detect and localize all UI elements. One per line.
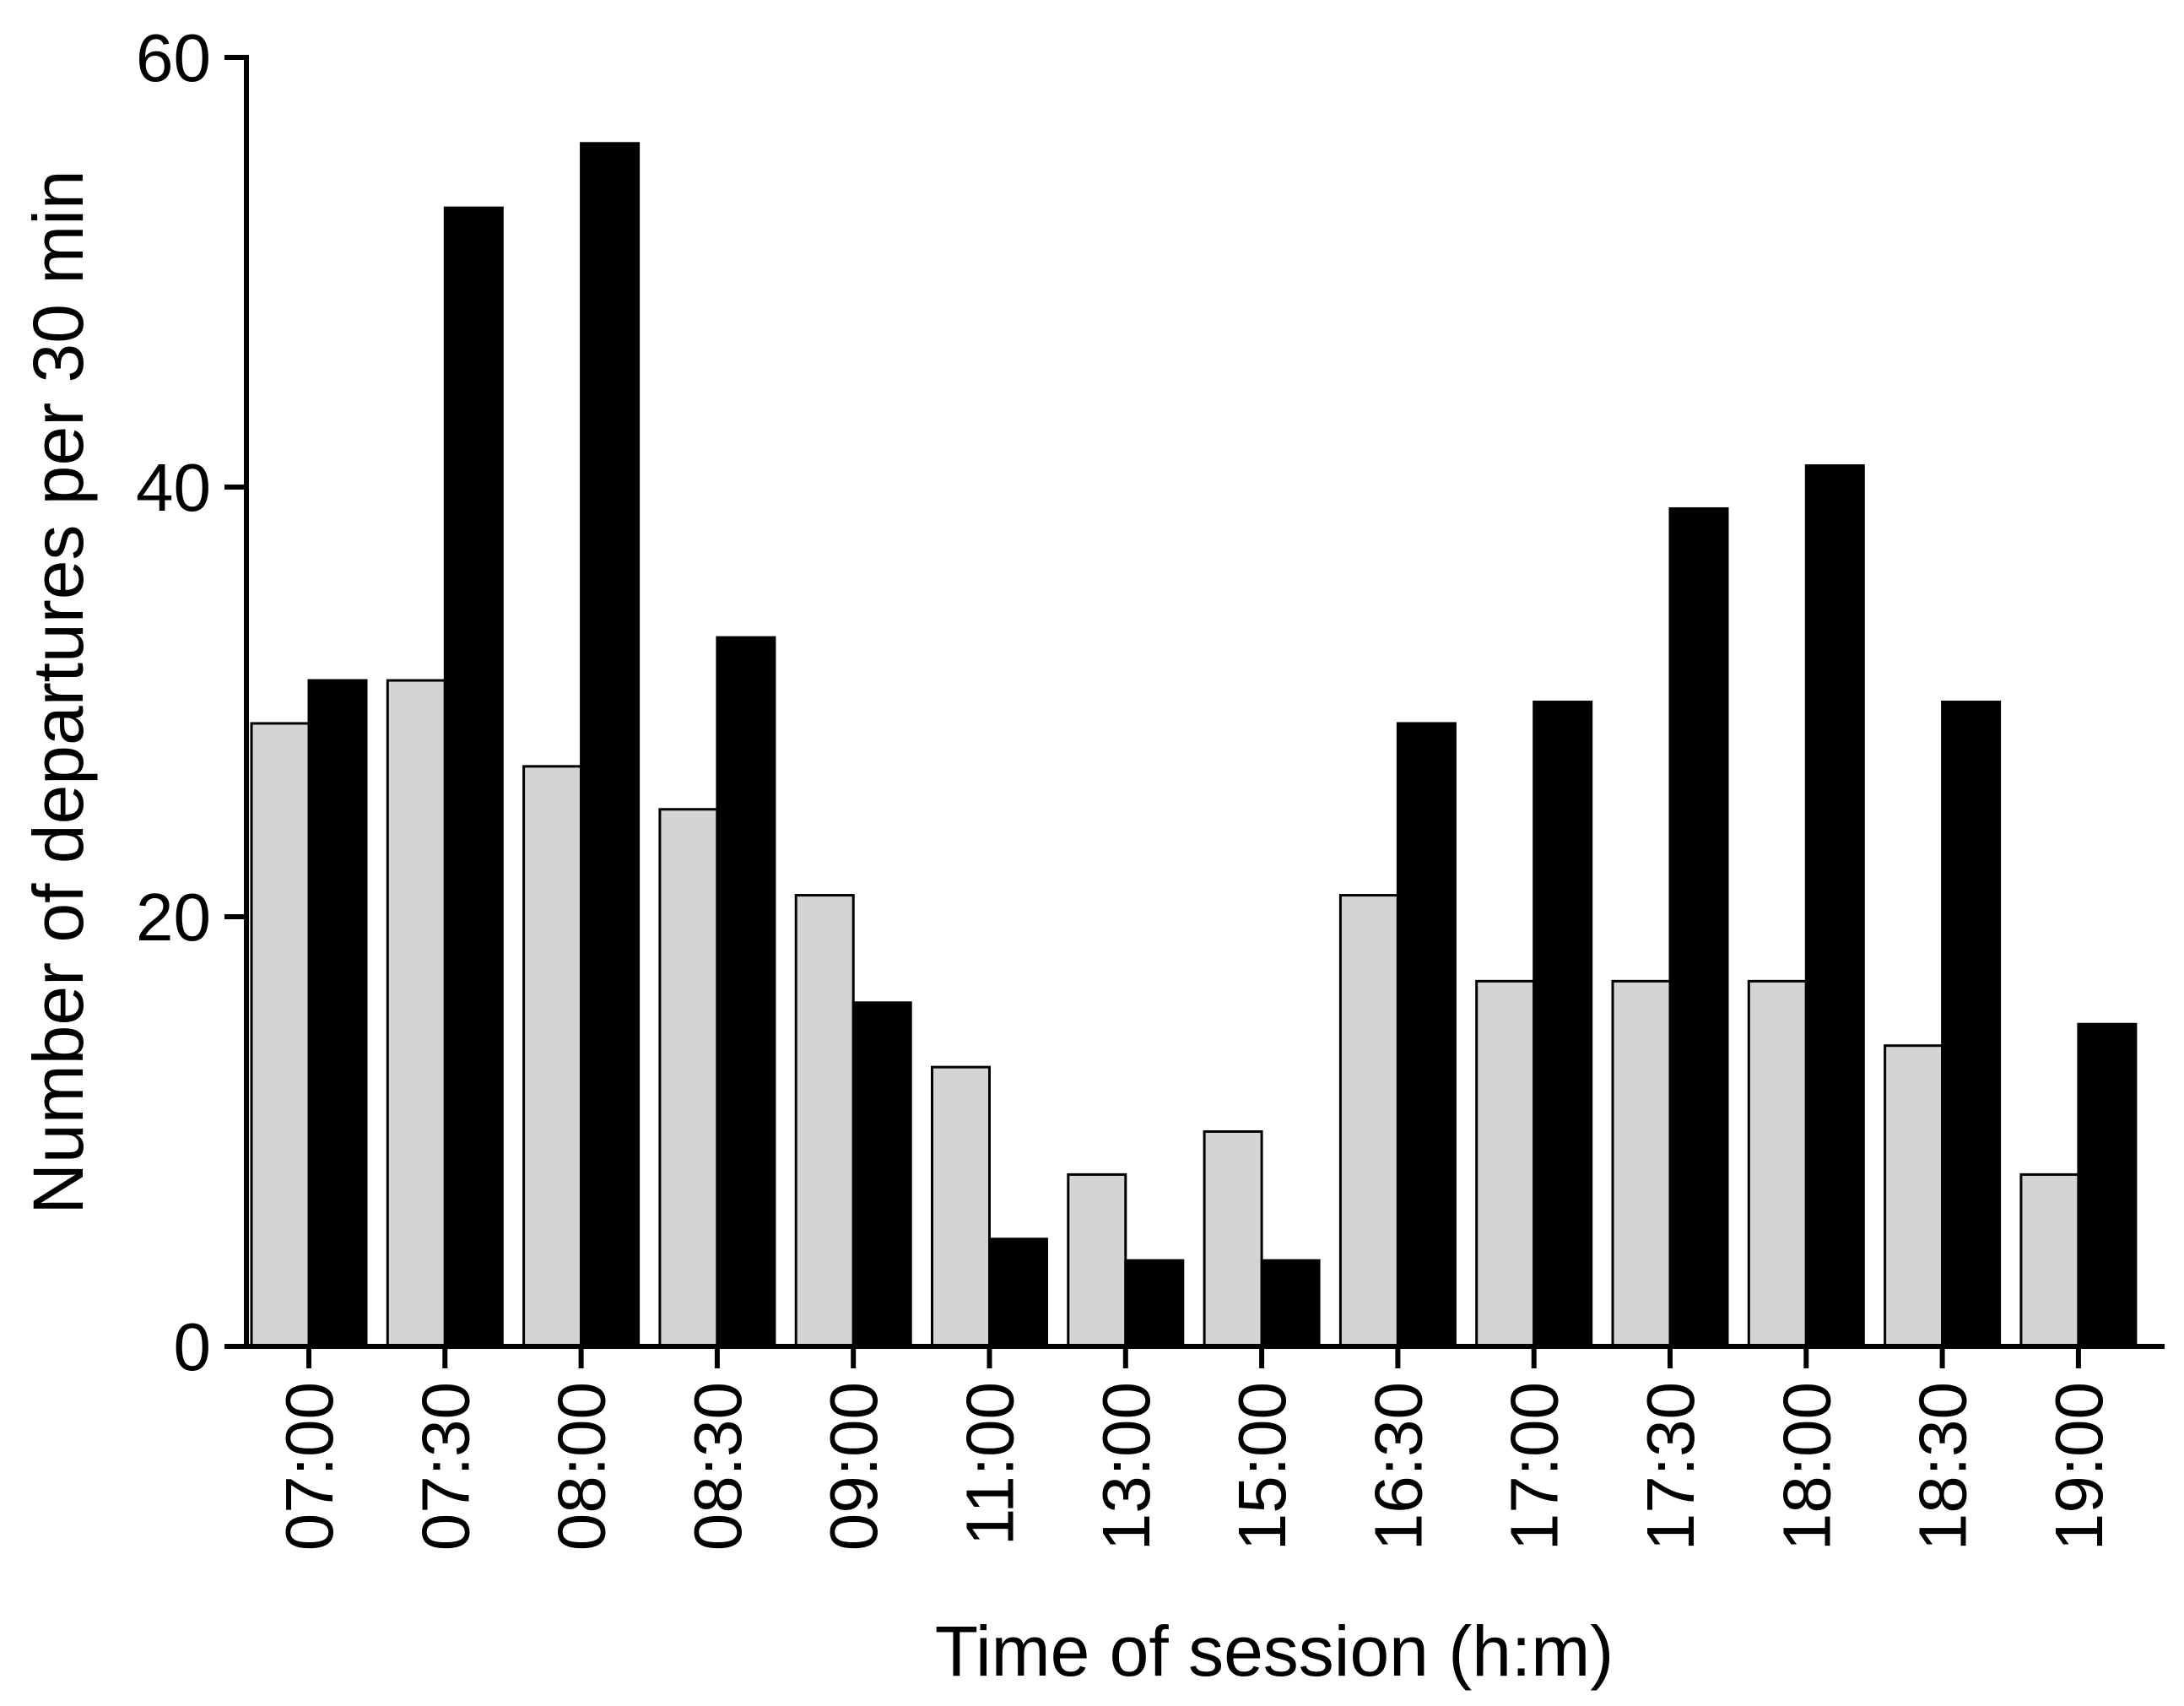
bar-dark-1100	[988, 1238, 1048, 1348]
axes-layer	[244, 55, 2165, 1349]
bar-dark-0800	[580, 142, 641, 1348]
bar-dark-1730	[1668, 506, 1729, 1348]
bar-light-1830	[1884, 1044, 1944, 1348]
bar-dark-1830	[1941, 701, 2002, 1348]
bar-light-1700	[1475, 979, 1536, 1348]
bar-dark-0700	[307, 679, 368, 1348]
bar-dark-1630	[1396, 722, 1457, 1348]
x-tick-label: 15:00	[1224, 1382, 1300, 1551]
bar-light-1100	[931, 1065, 991, 1348]
bar-dark-0730	[443, 206, 504, 1348]
x-tick-label: 08:00	[544, 1382, 619, 1551]
x-tick-label: 19:00	[2041, 1382, 2116, 1551]
bar-dark-1300	[1124, 1259, 1185, 1348]
bar-light-1900	[2019, 1173, 2080, 1348]
y-tick-label: 0	[174, 1309, 212, 1384]
bar-light-0730	[386, 679, 446, 1348]
x-tick-label: 08:30	[680, 1382, 755, 1551]
x-tick-label: 18:00	[1769, 1382, 1844, 1551]
x-tick-label: 11:00	[953, 1382, 1028, 1546]
x-tick-label: 07:30	[408, 1382, 483, 1551]
bar-dark-1900	[2077, 1022, 2138, 1348]
bar-light-1800	[1747, 979, 1808, 1348]
x-tick-label: 18:30	[1906, 1382, 1981, 1551]
y-axis-title: Number of departures per 30 min	[19, 170, 98, 1214]
bar-light-0700	[250, 722, 311, 1348]
x-tick-label: 09:00	[816, 1382, 891, 1551]
y-tick-label: 40	[136, 450, 211, 525]
bar-dark-0830	[716, 636, 776, 1348]
bar-light-0900	[794, 894, 855, 1348]
x-tick-label: 16:30	[1360, 1382, 1435, 1551]
bar-dark-0900	[851, 1001, 912, 1348]
bar-dark-1500	[1260, 1259, 1321, 1348]
x-tick-label: 17:00	[1497, 1382, 1572, 1551]
x-axis-title: Time of session (h:m)	[935, 1611, 1614, 1691]
y-tick-label: 60	[136, 20, 211, 95]
bar-light-0830	[658, 808, 719, 1348]
y-ticks: 0 20 40 60	[136, 20, 246, 1384]
x-tick-label: 13:00	[1089, 1382, 1164, 1551]
bar-light-0800	[522, 765, 583, 1348]
bar-light-1730	[1611, 979, 1672, 1348]
x-tick-label: 07:00	[272, 1382, 347, 1551]
bar-light-1500	[1203, 1130, 1263, 1348]
bar-dark-1700	[1533, 701, 1593, 1348]
x-tick-label: 17:30	[1633, 1382, 1708, 1551]
bars-layer	[250, 142, 2138, 1348]
bar-light-1630	[1338, 894, 1399, 1348]
bar-light-1300	[1067, 1173, 1127, 1348]
y-tick-label: 20	[136, 880, 211, 955]
x-ticks: 07:00 07:30 08:00 08:30 09:00 11:00 13:00 15:00…	[272, 1346, 2116, 1551]
bar-dark-1800	[1804, 464, 1865, 1348]
